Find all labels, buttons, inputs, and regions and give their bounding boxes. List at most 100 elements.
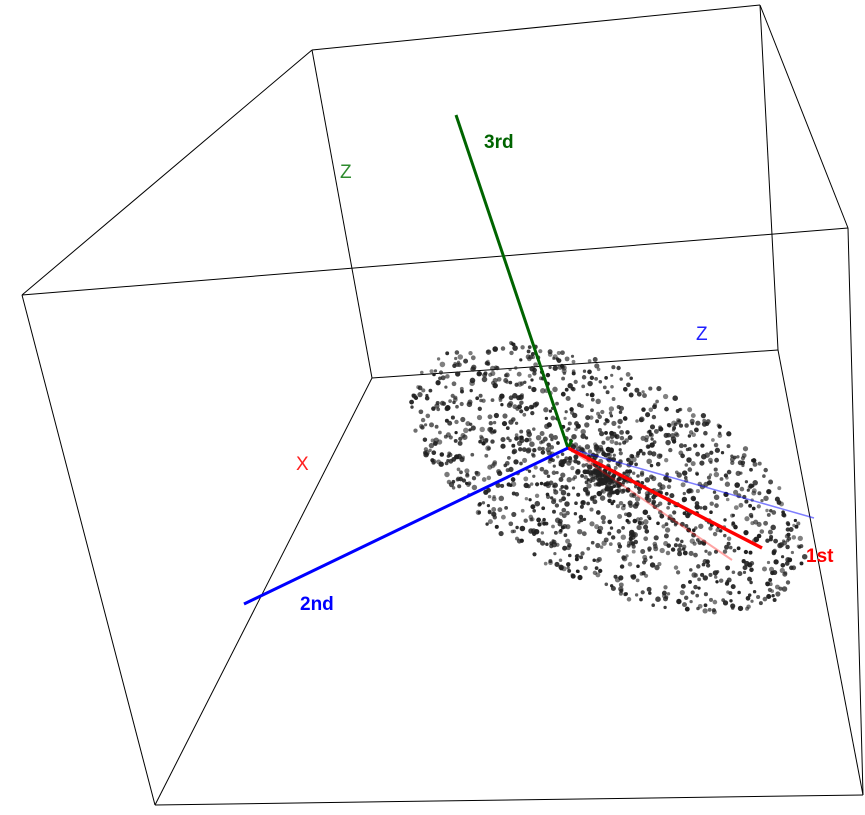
cloud-point <box>595 510 601 515</box>
third-principal-axis-line <box>454 114 570 449</box>
cloud-point <box>643 536 649 542</box>
cloud-point <box>475 396 480 401</box>
cloud-point <box>490 370 496 376</box>
cloud-point <box>585 415 591 421</box>
cloud-point <box>703 430 708 436</box>
cloud-point <box>508 419 514 425</box>
cloud-point <box>532 371 537 376</box>
cloud-point <box>515 406 520 411</box>
cloud-point <box>589 415 594 420</box>
cloud-point <box>459 401 464 407</box>
cloud-point <box>729 599 733 603</box>
cloud-point <box>502 413 508 419</box>
cloud-point <box>619 435 625 441</box>
cloud-point <box>692 541 697 546</box>
cloud-point <box>581 463 586 468</box>
cloud-point <box>770 524 776 531</box>
cloud-point <box>611 473 617 479</box>
cloud-point <box>592 357 598 362</box>
cloud-point <box>649 555 653 559</box>
cloud-point <box>756 504 761 509</box>
cloud-point <box>471 476 477 481</box>
cloud-point <box>420 417 426 423</box>
cloud-point <box>605 436 611 441</box>
cloud-point <box>571 433 577 440</box>
cloud-point <box>617 425 621 429</box>
cloud-point <box>619 430 624 435</box>
cloud-point <box>571 477 576 481</box>
cloud-point <box>785 538 790 543</box>
cloud-point <box>500 443 506 449</box>
cloud-point <box>506 482 511 487</box>
cloud-point <box>634 496 641 502</box>
cloud-point <box>584 422 590 428</box>
cloud-point <box>642 560 647 565</box>
cloud-point <box>574 427 578 432</box>
cloud-point <box>725 497 730 502</box>
cloud-point <box>782 571 788 577</box>
cloud-point <box>649 562 656 568</box>
cloud-point <box>693 573 699 578</box>
cloud-point <box>559 511 563 516</box>
cloud-point <box>522 412 527 417</box>
cloud-point <box>742 446 749 452</box>
cloud-point <box>644 529 650 534</box>
cloud-point <box>713 549 719 554</box>
cloud-point <box>636 564 640 569</box>
cloud-point <box>695 420 701 426</box>
cloud-point <box>519 538 524 543</box>
cloud-point <box>465 473 470 478</box>
cloud-point <box>635 453 640 458</box>
cloud-point <box>718 529 723 533</box>
cloud-point <box>734 482 740 488</box>
cloud-point <box>655 596 661 602</box>
cloud-point <box>477 406 482 411</box>
cloud-point <box>604 486 609 492</box>
cloud-point <box>486 359 490 364</box>
cloud-point <box>647 548 651 552</box>
cloud-point <box>593 442 598 447</box>
cloud-point <box>468 350 473 356</box>
cloud-point <box>763 520 769 526</box>
cloud-point <box>500 483 505 488</box>
cloud-point <box>679 521 685 527</box>
cloud-point <box>604 582 609 587</box>
cloud-point <box>587 369 592 375</box>
cloud-point <box>607 489 614 496</box>
cloud-point <box>574 557 579 562</box>
cloud-point <box>791 535 797 540</box>
cloud-point <box>561 496 567 502</box>
cloud-point <box>675 570 681 575</box>
cloud-point <box>779 567 785 574</box>
cloud-point <box>504 506 508 510</box>
cloud-point <box>652 402 658 408</box>
cloud-point <box>635 517 641 522</box>
cloud-point <box>559 462 565 468</box>
cloud-point <box>485 522 489 526</box>
cloud-point <box>553 530 558 535</box>
cloud-point <box>694 471 699 476</box>
cloud-point <box>416 385 421 390</box>
cloud-point <box>686 457 692 463</box>
cloud-point <box>485 445 491 451</box>
cloud-point <box>725 565 731 571</box>
cloud-point <box>717 433 723 438</box>
cloud-point <box>571 359 576 364</box>
cloud-point <box>648 432 653 437</box>
cloud-point <box>584 444 591 450</box>
cloud-point <box>780 562 786 568</box>
cloud-point <box>726 444 731 449</box>
cloud-point <box>726 469 732 475</box>
cloud-point <box>471 364 477 370</box>
cloud-point <box>542 436 548 442</box>
cloud-point <box>530 410 535 416</box>
cloud-point <box>506 436 510 440</box>
cloud-point <box>455 404 459 409</box>
cloud-point <box>712 531 718 537</box>
cloud-point <box>641 571 646 576</box>
cloud-point <box>620 534 626 540</box>
cloud-point <box>713 575 718 579</box>
cloud-point <box>428 448 432 453</box>
cloud-point <box>489 427 494 431</box>
